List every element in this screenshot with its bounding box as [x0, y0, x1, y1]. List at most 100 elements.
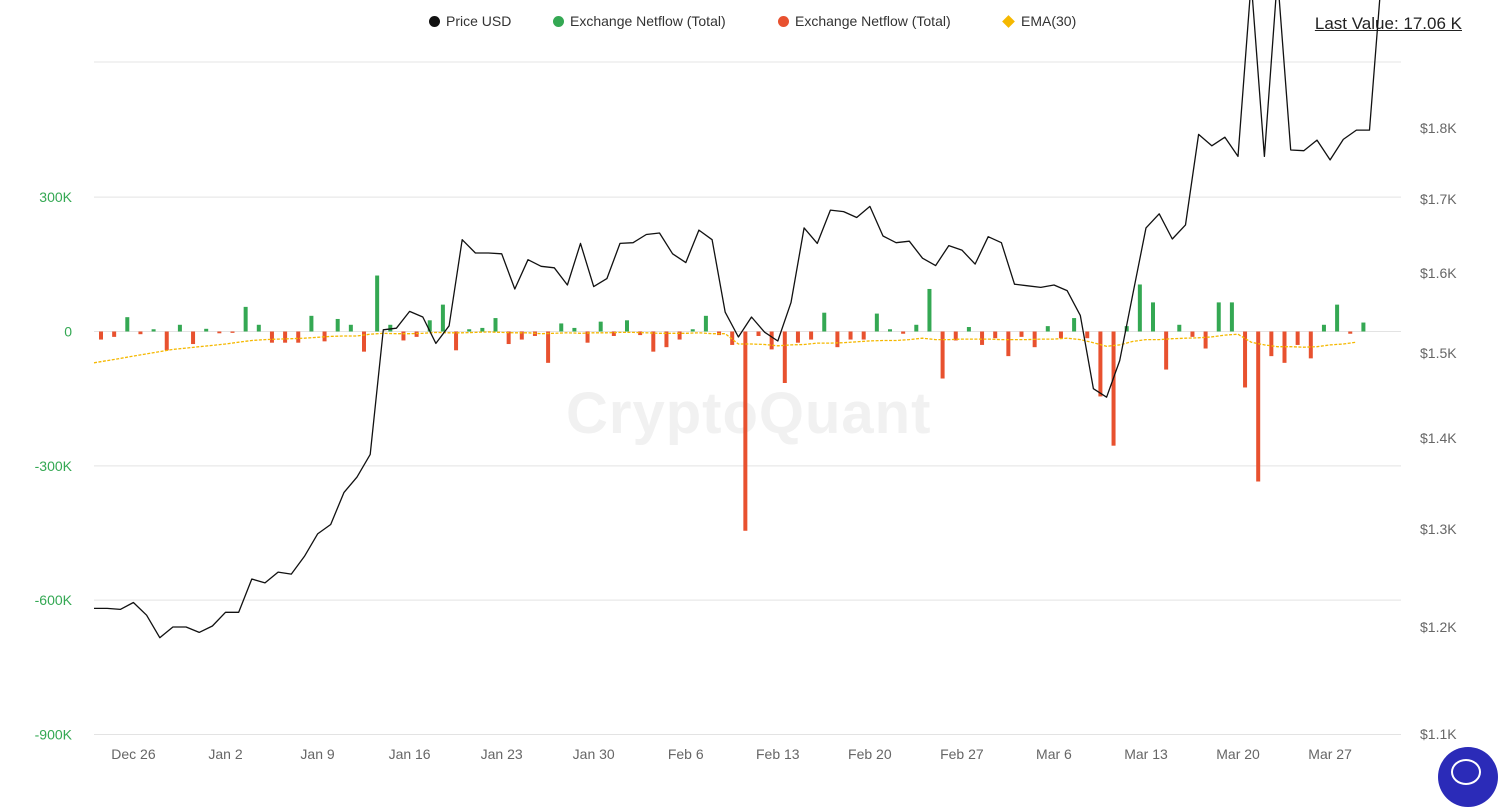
- netflow-bar-negative: [651, 331, 656, 352]
- x-axis: Dec 26 Jan 2 Jan 9 Jan 16 Jan 23 Jan 30 Feb 6 F…: [111, 746, 1352, 762]
- netflow-bar-positive: [822, 312, 827, 332]
- right-axis-tick-label: $1.2K: [1420, 619, 1457, 635]
- netflow-bar-positive: [1177, 324, 1182, 332]
- legend-item-inflow[interactable]: Exchange Netflow (Total): [553, 13, 726, 29]
- netflow-bar-positive: [256, 324, 261, 332]
- netflow-bar-negative: [506, 331, 511, 345]
- netflow-bar-negative: [414, 331, 419, 337]
- netflow-bar-negative: [1164, 331, 1169, 370]
- netflow-bar-positive: [348, 324, 353, 332]
- netflow-bar-positive: [1321, 324, 1326, 332]
- netflow-bar-negative: [1243, 331, 1248, 388]
- legend-label-outflow: Exchange Netflow (Total): [795, 13, 951, 29]
- netflow-bar-positive: [914, 324, 919, 332]
- netflow-bar-negative: [1256, 331, 1261, 482]
- netflow-bar-positive: [625, 320, 629, 332]
- netflow-bar-negative: [677, 331, 682, 340]
- ema-line: [93, 331, 1357, 364]
- x-axis-tick-label: Jan 30: [573, 746, 615, 762]
- netflow-bar-negative: [1058, 331, 1063, 339]
- netflow-bar-negative: [1190, 331, 1195, 337]
- netflow-bar-positive: [1361, 322, 1366, 332]
- x-axis-tick-label: Feb 27: [940, 746, 984, 762]
- netflow-bar-positive: [335, 318, 340, 332]
- netflow-bar-negative: [1308, 331, 1313, 359]
- left-axis-tick-label: 300K: [39, 189, 72, 205]
- left-axis: 300K 0 -300K -600K -900K: [35, 189, 73, 742]
- chat-button[interactable]: [1438, 747, 1498, 807]
- netflow-bar-negative: [519, 331, 524, 340]
- legend-dot-inflow: [553, 15, 564, 27]
- legend-item-price[interactable]: Price USD: [429, 13, 511, 29]
- netflow-bar-negative: [1203, 331, 1208, 349]
- netflow-bar-positive: [1045, 326, 1050, 332]
- legend-dot-price: [429, 15, 440, 27]
- netflow-bar-positive: [1151, 302, 1155, 332]
- netflow-bar-negative: [1269, 331, 1274, 357]
- legend-label-ema: EMA(30): [1021, 13, 1077, 29]
- netflow-bar-positive: [440, 304, 445, 332]
- netflow-bar-negative: [953, 331, 958, 341]
- netflow-bar-negative: [848, 331, 853, 340]
- netflow-bar-negative: [756, 331, 761, 336]
- x-axis-tick-label: Feb 20: [848, 746, 892, 762]
- netflow-bar-negative: [112, 331, 117, 337]
- left-axis-tick-label: -600K: [35, 592, 73, 608]
- netflow-bar-positive: [493, 318, 498, 332]
- netflow-bar-positive: [309, 315, 314, 332]
- netflow-bar-negative: [782, 331, 787, 383]
- netflow-bar-negative: [730, 331, 735, 345]
- netflow-bar-negative: [296, 331, 301, 343]
- x-axis-tick-label: Jan 23: [481, 746, 523, 762]
- right-axis-tick-label: $1.7K: [1420, 191, 1457, 207]
- netflow-bar-positive: [375, 275, 380, 332]
- right-axis-tick-label: $1.5K: [1420, 345, 1457, 361]
- netflow-bar-negative: [1282, 331, 1287, 363]
- legend-item-ema[interactable]: EMA(30): [1002, 13, 1076, 29]
- netflow-bar-positive: [703, 315, 708, 332]
- x-axis-tick-label: Feb 13: [756, 746, 800, 762]
- netflow-bar-positive: [1137, 284, 1142, 332]
- last-value-link[interactable]: Last Value: 17.06 K: [1314, 14, 1462, 33]
- netflow-bar-positive: [1229, 302, 1234, 332]
- x-axis-tick-label: Dec 26: [111, 746, 156, 762]
- netflow-bar-positive: [598, 321, 603, 332]
- x-axis-tick-label: Mar 27: [1308, 746, 1352, 762]
- x-axis-tick-label: Mar 6: [1036, 746, 1072, 762]
- netflow-bar-negative: [217, 331, 222, 334]
- netflow-bar-negative: [664, 331, 669, 348]
- right-axis: $1.8K $1.7K $1.6K $1.5K $1.4K $1.3K $1.2K $1.1K: [1420, 120, 1457, 742]
- netflow-bar-positive: [888, 329, 892, 332]
- netflow-bar-positive: [467, 329, 472, 332]
- netflow-bar-positive: [559, 323, 564, 332]
- netflow-bar-positive: [966, 327, 971, 332]
- netflow-bar-positive: [572, 327, 577, 332]
- netflow-bar-negative: [861, 331, 866, 340]
- netflow-bar-negative: [795, 331, 800, 343]
- x-axis-tick-label: Feb 6: [668, 746, 704, 762]
- right-axis-tick-label: $1.1K: [1420, 726, 1457, 742]
- left-axis-tick-label: -300K: [35, 458, 73, 474]
- x-axis-tick-label: Jan 9: [300, 746, 334, 762]
- netflow-bar-negative: [1111, 331, 1116, 446]
- netflow-bar-negative: [99, 331, 103, 340]
- netflow-bar-negative: [454, 331, 459, 351]
- netflow-bar-negative: [1006, 331, 1011, 357]
- netflow-bar-negative: [269, 331, 274, 343]
- grid: [94, 61, 1401, 735]
- x-axis-tick-label: Mar 13: [1124, 746, 1168, 762]
- legend-item-outflow[interactable]: Exchange Netflow (Total): [778, 13, 951, 29]
- netflow-bar-negative: [835, 331, 840, 348]
- right-axis-tick-label: $1.4K: [1420, 430, 1457, 446]
- netflow-bar-negative: [1295, 331, 1300, 345]
- netflow-bar-negative: [283, 331, 288, 343]
- netflow-bar-positive: [1072, 318, 1077, 332]
- price-layer: [94, 0, 1381, 639]
- netflow-bar-negative: [546, 331, 551, 363]
- chart-svg: 300K 0 -300K -600K -900K $1.8K $1.7K $1.6K $1.5…: [35, 0, 1457, 762]
- netflow-bar-positive: [388, 324, 393, 332]
- netflow-bar-negative: [585, 331, 590, 343]
- right-axis-tick-label: $1.8K: [1420, 120, 1457, 136]
- legend: Price USD Exchange Netflow (Total) Excha…: [0, 13, 1499, 35]
- netflow-bar-positive: [151, 329, 156, 332]
